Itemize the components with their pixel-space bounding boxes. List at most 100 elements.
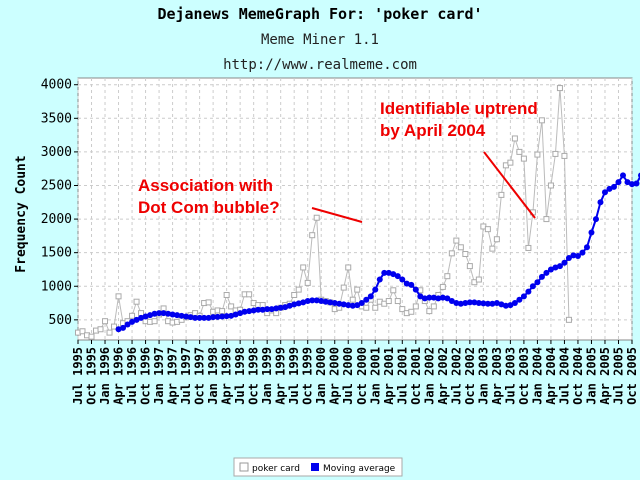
x-tick-label: Jan 2005 (584, 347, 598, 405)
data-point-raw (565, 316, 572, 323)
data-point-raw (133, 298, 140, 305)
data-point-raw (507, 159, 514, 166)
data-point-raw (79, 328, 86, 335)
data-point-moving-average (205, 314, 212, 321)
data-point-moving-average (475, 300, 482, 307)
data-point-raw (313, 214, 320, 221)
data-point-moving-average (259, 306, 266, 313)
data-point-moving-average (520, 293, 527, 300)
data-point-moving-average (115, 326, 122, 333)
data-point-moving-average (358, 300, 365, 307)
annotation-pointer (483, 151, 536, 219)
data-point-raw (498, 191, 505, 198)
legend: poker card Moving average (233, 457, 403, 477)
data-point-moving-average (322, 298, 329, 305)
data-point-moving-average (403, 280, 410, 287)
data-point-moving-average (336, 300, 343, 307)
data-point-raw (129, 312, 136, 319)
data-point-moving-average (629, 181, 635, 188)
data-point-moving-average (282, 304, 289, 311)
x-tick-label: Jan 2004 (530, 347, 544, 405)
x-tick-label: Jan 1999 (260, 347, 274, 405)
x-axis: Jul 1995 Oct 1995 Jan 1996 Apr 1996 Jul 1996… (71, 340, 639, 405)
y-tick-label: 2500 (41, 178, 72, 193)
data-point-raw (394, 298, 401, 305)
x-tick-label: Jul 2000 (341, 347, 355, 405)
data-point-moving-average (552, 264, 559, 271)
x-tick-label: Oct 1996 (139, 347, 153, 405)
data-point-moving-average (633, 180, 640, 187)
data-point-raw (430, 303, 437, 310)
data-point-moving-average (138, 314, 145, 321)
data-point-moving-average (255, 306, 262, 313)
data-point-moving-average (502, 302, 509, 309)
data-point-moving-average (565, 255, 572, 262)
x-tick-label: Apr 2005 (598, 347, 612, 405)
data-point-moving-average (556, 263, 563, 270)
x-tick-label: Oct 2004 (571, 347, 585, 405)
data-point-raw (520, 155, 527, 162)
annotation-text: Association with (138, 176, 273, 195)
x-tick-label: Oct 2000 (355, 347, 369, 405)
data-point-raw (484, 226, 491, 233)
data-point-moving-average (174, 312, 181, 319)
data-point-moving-average (430, 294, 437, 301)
annotation-pointer (311, 207, 363, 223)
x-tick-label: Apr 2004 (544, 347, 558, 405)
data-point-raw (466, 263, 473, 270)
data-point-raw (97, 326, 104, 333)
data-point-moving-average (219, 313, 226, 320)
data-point-moving-average (453, 300, 460, 307)
data-point-moving-average (457, 300, 464, 307)
x-tick-label: Apr 2001 (382, 347, 396, 405)
data-point-moving-average (304, 298, 311, 305)
data-point-moving-average (196, 314, 203, 321)
x-tick-label: Jul 1996 (125, 347, 139, 405)
data-point-moving-average (412, 286, 419, 293)
x-tick-label: Oct 1998 (247, 347, 261, 405)
data-point-moving-average (574, 253, 581, 260)
data-point-moving-average (471, 299, 478, 306)
data-point-moving-average (408, 281, 415, 288)
annotation-text: Dot Com bubble? (138, 198, 280, 217)
data-point-moving-average (421, 295, 428, 302)
data-point-raw (363, 304, 370, 311)
data-point-raw (516, 148, 523, 155)
data-point-raw (223, 291, 230, 298)
series-moving-average (115, 172, 640, 333)
data-point-moving-average (327, 299, 334, 306)
data-point-moving-average (268, 306, 275, 313)
data-point-moving-average (579, 249, 586, 256)
data-point-raw (304, 279, 311, 286)
data-point-moving-average (156, 310, 163, 317)
data-point-raw (439, 283, 446, 290)
x-tick-label: Oct 2005 (625, 347, 639, 405)
data-point-moving-average (529, 283, 536, 290)
data-point-moving-average (538, 273, 545, 280)
data-point-moving-average (394, 273, 401, 280)
data-point-moving-average (124, 321, 131, 328)
data-point-moving-average (592, 216, 599, 223)
data-point-raw (511, 135, 518, 142)
data-point-raw (340, 284, 347, 291)
x-tick-label: Apr 2002 (436, 347, 450, 405)
data-point-moving-average (187, 314, 194, 321)
y-tick-label: 1000 (41, 279, 72, 294)
x-tick-label: Jul 2005 (611, 347, 625, 405)
data-point-moving-average (313, 297, 320, 304)
data-point-moving-average (417, 293, 424, 300)
data-point-moving-average (273, 305, 280, 312)
data-point-moving-average (462, 300, 469, 307)
data-point-raw (372, 304, 379, 311)
data-point-moving-average (277, 304, 284, 311)
legend-label-raw: poker card (252, 464, 300, 474)
data-point-moving-average (214, 313, 221, 320)
data-point-raw (453, 237, 460, 244)
data-point-moving-average (606, 185, 613, 192)
data-point-moving-average (291, 301, 298, 308)
data-point-moving-average (295, 300, 302, 307)
x-tick-label: Jul 1997 (179, 347, 193, 405)
y-tick-label: 3000 (41, 145, 72, 160)
data-point-raw (412, 303, 419, 310)
data-point-moving-average (444, 295, 451, 302)
